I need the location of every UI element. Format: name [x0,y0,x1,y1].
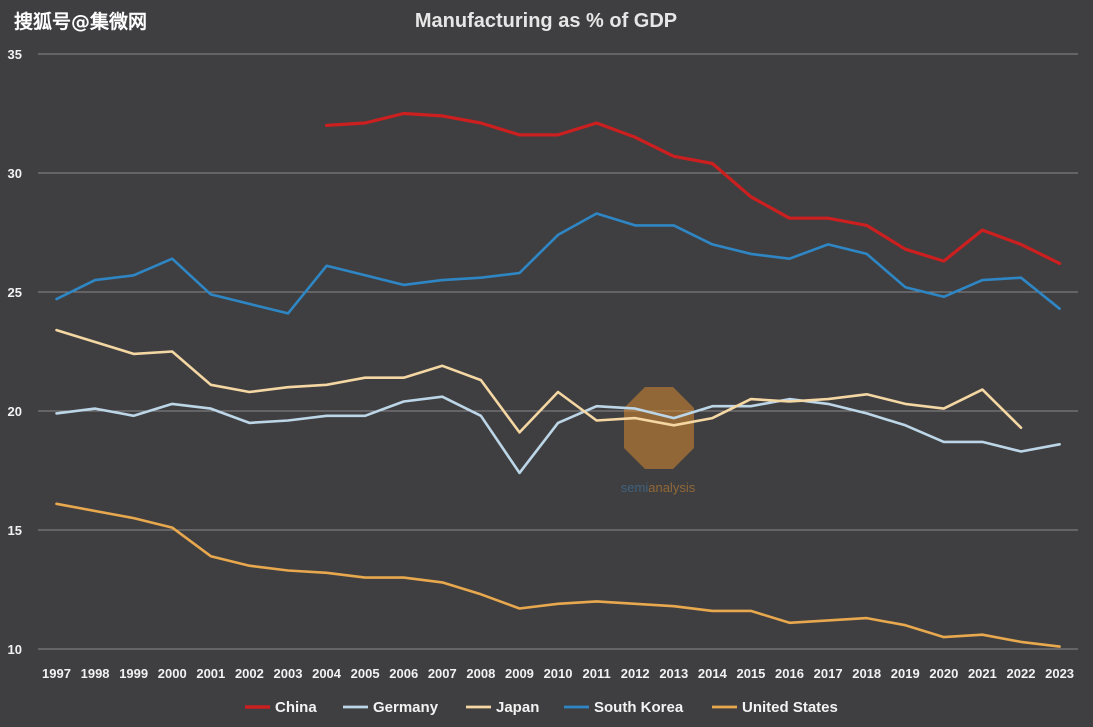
series-line-south-korea [55,212,1061,315]
x-tick-label: 2011 [583,666,611,681]
series-line-united-states [55,502,1061,648]
legend: China Germany Japan South Korea United State… [245,699,838,716]
x-tick-label: 2009 [505,666,534,681]
x-tick-label: 2014 [698,666,728,681]
y-tick-label: 15 [8,523,22,538]
x-tick-label: 2001 [196,666,225,681]
x-tick-label: 1997 [42,666,71,681]
y-tick-label: 25 [8,285,22,300]
x-tick-label: 2007 [428,666,457,681]
legend-item-germany: Germany [343,699,439,716]
legend-label: United States [742,699,838,716]
legend-label: China [275,699,317,716]
x-tick-label: 2006 [389,666,418,681]
x-tick-label: 2005 [351,666,380,681]
y-tick-label: 30 [8,166,22,181]
semianalysis-watermark: semianalysis [621,387,696,495]
x-tick-label: 2023 [1045,666,1074,681]
legend-item-japan: Japan [466,699,539,716]
x-tick-label: 2008 [466,666,495,681]
x-tick-label: 2017 [814,666,843,681]
x-tick-label: 2002 [235,666,264,681]
legend-label: South Korea [594,699,684,716]
x-tick-label: 2004 [312,666,342,681]
x-tick-label: 2021 [968,666,997,681]
x-tick-label: 2019 [891,666,920,681]
legend-label: Japan [496,699,539,716]
series-line-japan [55,328,1023,434]
x-tick-label: 2012 [621,666,650,681]
chart-title: Manufacturing as % of GDP [415,10,677,32]
x-tick-label: 1998 [81,666,110,681]
y-tick-label: 10 [8,642,22,657]
legend-item-china: China [245,699,317,716]
watermark-logo-icon [624,387,694,469]
x-tick-label: 1999 [119,666,148,681]
x-tick-label: 2020 [929,666,958,681]
series-line-china [325,111,1062,265]
x-tick-label: 2003 [274,666,303,681]
y-tick-label: 35 [8,47,22,62]
x-tick-label: 2022 [1007,666,1036,681]
x-tick-label: 2018 [852,666,881,681]
grid [38,53,1078,650]
legend-item-south-korea: South Korea [564,699,684,716]
watermark-text: 搜狐号@集微网 [14,10,147,33]
y-axis: 10 15 20 25 30 35 [8,47,22,657]
legend-label: Germany [373,699,439,716]
x-tick-label: 2015 [736,666,765,681]
watermark-brand: semianalysis [621,480,696,495]
y-tick-label: 20 [8,404,22,419]
legend-item-united-states: United States [712,699,838,716]
series-line-germany [55,395,1061,475]
x-tick-label: 2016 [775,666,804,681]
x-tick-label: 2000 [158,666,187,681]
x-tick-label: 2013 [659,666,688,681]
x-tick-label: 2010 [544,666,573,681]
series-lines [55,111,1062,648]
x-axis: 1997 1998 1999 2000 2001 2002 2003 2004 2005 2006… [42,666,1074,681]
